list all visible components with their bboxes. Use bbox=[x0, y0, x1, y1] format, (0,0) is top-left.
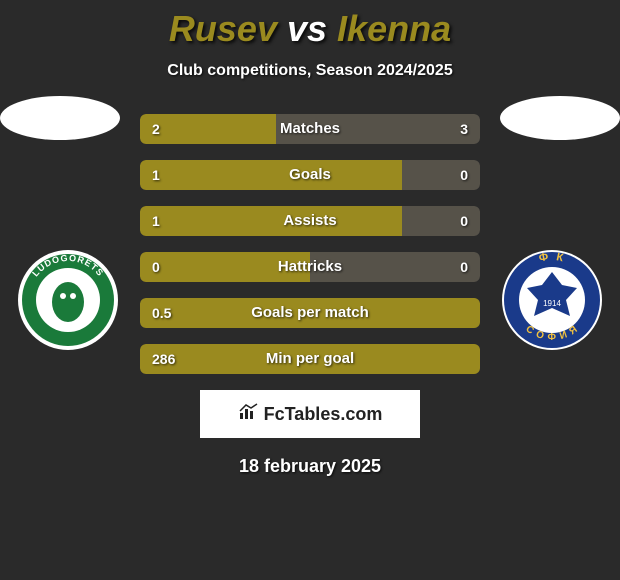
stat-value-right: 0 bbox=[460, 206, 468, 236]
stat-label: Assists bbox=[140, 206, 480, 236]
stat-label: Goals per match bbox=[140, 298, 480, 328]
branding-text: FcTables.com bbox=[264, 404, 383, 425]
branding-badge: FcTables.com bbox=[200, 390, 420, 438]
player2-flag bbox=[500, 96, 620, 140]
chart-icon bbox=[238, 403, 260, 426]
stat-row: 2Matches3 bbox=[140, 114, 480, 144]
stat-row: 1Assists0 bbox=[140, 206, 480, 236]
stat-label: Hattricks bbox=[140, 252, 480, 282]
stat-row: 0.5Goals per match bbox=[140, 298, 480, 328]
stat-value-right: 3 bbox=[460, 114, 468, 144]
player2-name: Ikenna bbox=[337, 8, 451, 49]
svg-text:1914: 1914 bbox=[543, 299, 561, 308]
player1-flag bbox=[0, 96, 120, 140]
stat-row: 1Goals0 bbox=[140, 160, 480, 190]
player1-name: Rusev bbox=[169, 8, 277, 49]
comparison-date: 18 february 2025 bbox=[0, 456, 620, 477]
stat-row: 0Hattricks0 bbox=[140, 252, 480, 282]
stat-label: Goals bbox=[140, 160, 480, 190]
vs-separator: vs bbox=[287, 8, 327, 49]
stat-value-right: 0 bbox=[460, 252, 468, 282]
ludogorets-logo: LUDOGORETS 1945 bbox=[18, 250, 118, 350]
stats-container: 2Matches31Goals01Assists00Hattricks00.5G… bbox=[140, 114, 480, 374]
subtitle: Club competitions, Season 2024/2025 bbox=[0, 62, 620, 80]
stat-value-right: 0 bbox=[460, 160, 468, 190]
levski-logo: 1914 Ф К С О Ф И Я bbox=[502, 250, 602, 350]
svg-text:Ф К: Ф К bbox=[538, 251, 566, 265]
stat-row: 286Min per goal bbox=[140, 344, 480, 374]
stat-label: Min per goal bbox=[140, 344, 480, 374]
comparison-title: Rusev vs Ikenna bbox=[0, 0, 620, 50]
svg-text:1945: 1945 bbox=[59, 321, 77, 330]
stat-label: Matches bbox=[140, 114, 480, 144]
